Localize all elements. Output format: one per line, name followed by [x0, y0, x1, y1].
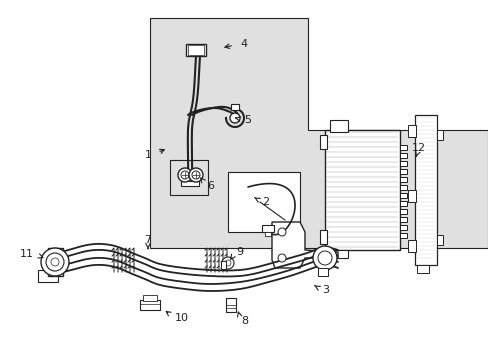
Circle shape	[278, 254, 285, 262]
Bar	[416, 265, 428, 273]
Text: 11: 11	[20, 249, 34, 259]
Text: 5: 5	[244, 115, 250, 125]
Bar	[399, 225, 406, 230]
Circle shape	[312, 246, 336, 270]
Bar	[319, 230, 326, 244]
Bar	[187, 45, 203, 55]
Circle shape	[178, 168, 192, 182]
Text: 2: 2	[262, 197, 268, 207]
Bar	[329, 120, 347, 132]
Text: 3: 3	[321, 285, 328, 295]
Text: 12: 12	[411, 143, 425, 153]
Bar	[399, 193, 406, 198]
Bar	[407, 190, 415, 202]
Circle shape	[224, 260, 230, 266]
Bar	[317, 268, 327, 276]
Text: 1: 1	[145, 150, 152, 160]
Text: 10: 10	[175, 313, 189, 323]
Bar	[414, 115, 436, 265]
Bar	[399, 185, 406, 190]
Circle shape	[51, 258, 59, 266]
Bar	[325, 130, 399, 250]
Bar	[399, 209, 406, 214]
Polygon shape	[271, 222, 337, 268]
Text: 4: 4	[240, 39, 246, 49]
Circle shape	[192, 171, 200, 179]
Bar	[407, 125, 415, 137]
Bar	[436, 235, 442, 245]
Bar	[399, 145, 406, 150]
Text: 6: 6	[206, 181, 214, 191]
Circle shape	[229, 113, 240, 123]
Bar	[399, 233, 406, 238]
Bar	[399, 201, 406, 206]
Circle shape	[46, 253, 64, 271]
Bar	[436, 130, 442, 140]
Bar	[262, 225, 273, 232]
Circle shape	[278, 228, 285, 236]
Bar	[185, 44, 205, 56]
Bar	[140, 300, 160, 310]
Text: 9: 9	[236, 247, 243, 257]
Bar	[332, 250, 347, 258]
Bar	[407, 240, 415, 252]
Bar	[225, 298, 236, 312]
Bar	[264, 232, 270, 236]
Circle shape	[41, 248, 69, 276]
Text: 8: 8	[241, 316, 247, 326]
Bar	[170, 160, 207, 195]
Bar	[399, 161, 406, 166]
Bar	[38, 270, 58, 282]
Bar	[319, 135, 326, 149]
Bar	[399, 169, 406, 174]
Text: 7: 7	[144, 235, 151, 245]
Circle shape	[222, 257, 234, 269]
Bar	[181, 181, 199, 186]
Bar	[399, 153, 406, 158]
Circle shape	[181, 171, 189, 179]
Polygon shape	[150, 18, 487, 248]
Bar	[48, 248, 63, 276]
Circle shape	[189, 168, 203, 182]
Bar	[142, 295, 157, 301]
Bar	[230, 104, 239, 110]
Bar	[399, 217, 406, 222]
Bar	[399, 177, 406, 182]
Bar	[227, 172, 299, 232]
Circle shape	[317, 251, 331, 265]
Bar	[221, 261, 225, 269]
